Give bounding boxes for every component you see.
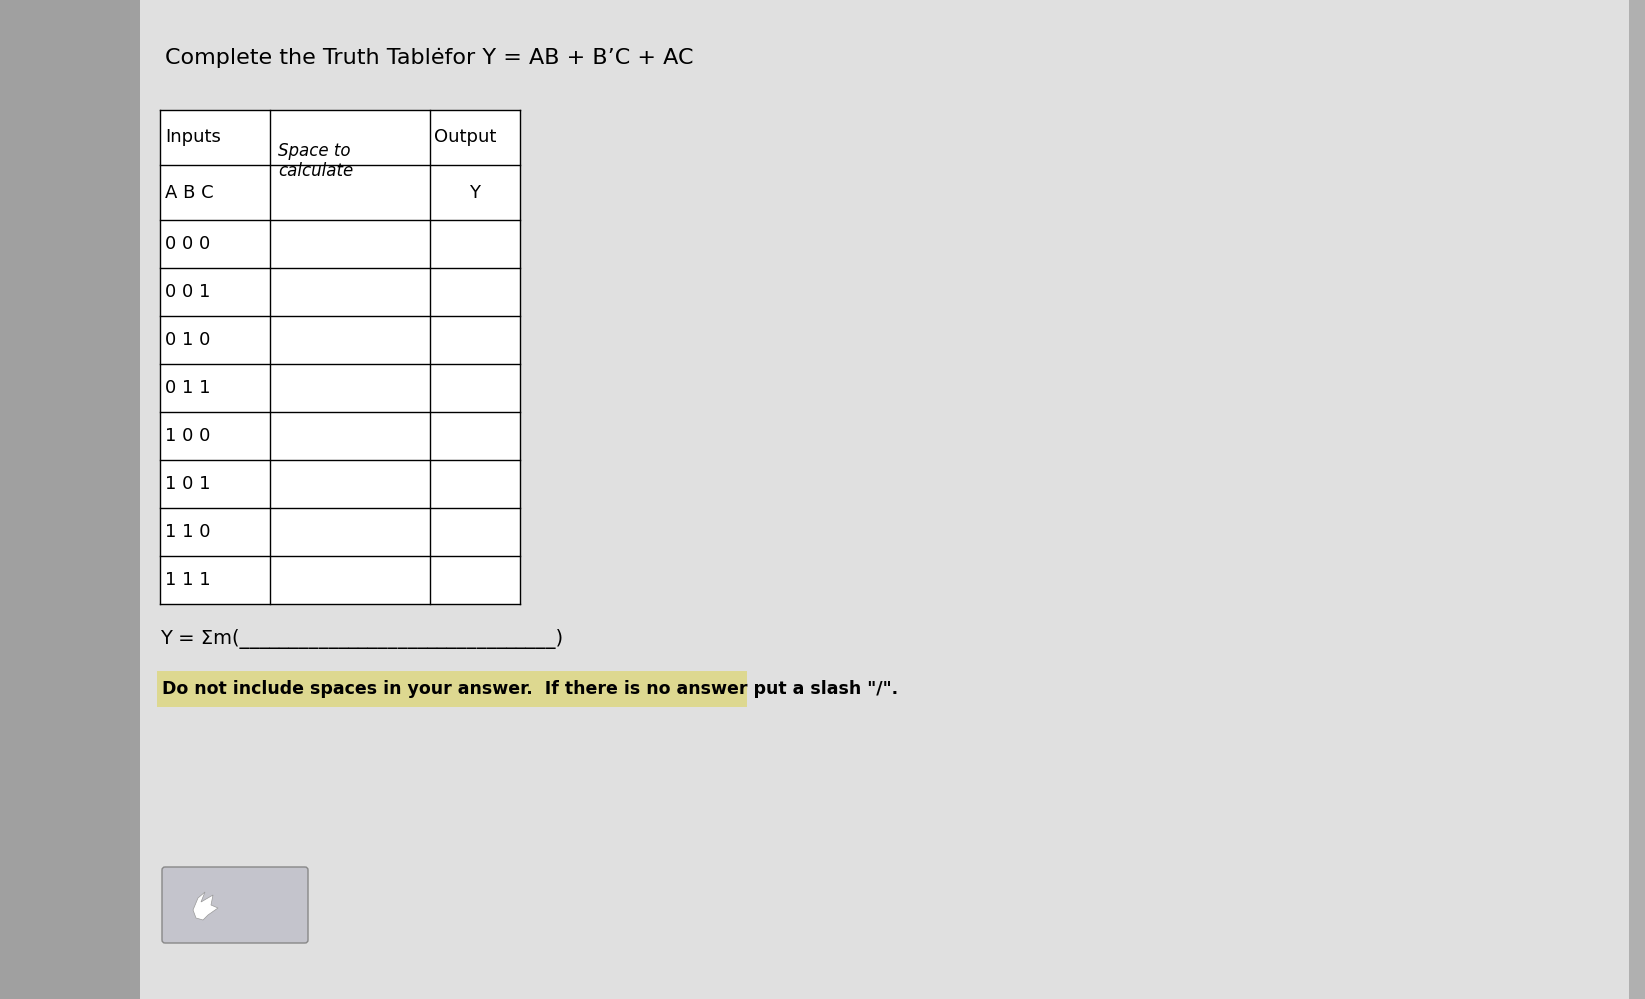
Text: A B C: A B C xyxy=(164,184,214,202)
Text: Do not include spaces in your answer.  If there is no answer put a slash "/".: Do not include spaces in your answer. If… xyxy=(161,680,898,698)
Text: 1 1 0: 1 1 0 xyxy=(164,523,211,541)
Text: Y: Y xyxy=(469,184,480,202)
Text: 0 1 1: 0 1 1 xyxy=(164,379,211,397)
Text: calculate: calculate xyxy=(278,162,354,180)
Text: 0 0 1: 0 0 1 xyxy=(164,283,211,301)
Text: Output: Output xyxy=(434,129,497,147)
Polygon shape xyxy=(192,892,219,920)
Text: 1 1 1: 1 1 1 xyxy=(164,571,211,589)
Bar xyxy=(0,0,140,999)
Text: 0 1 0: 0 1 0 xyxy=(164,331,211,349)
Bar xyxy=(156,671,747,707)
Text: 1 0 1: 1 0 1 xyxy=(164,475,211,493)
Text: Complete the Truth Tablėfor Y = AB + B’C + AC: Complete the Truth Tablėfor Y = AB + B’… xyxy=(164,48,694,68)
Text: 1 0 0: 1 0 0 xyxy=(164,427,211,445)
FancyBboxPatch shape xyxy=(161,867,308,943)
Text: Y = Σm(________________________________): Y = Σm(________________________________) xyxy=(160,629,563,649)
Text: Space to: Space to xyxy=(278,142,350,160)
Bar xyxy=(160,110,520,604)
Text: Inputs: Inputs xyxy=(164,129,220,147)
Text: 0 0 0: 0 0 0 xyxy=(164,235,211,253)
